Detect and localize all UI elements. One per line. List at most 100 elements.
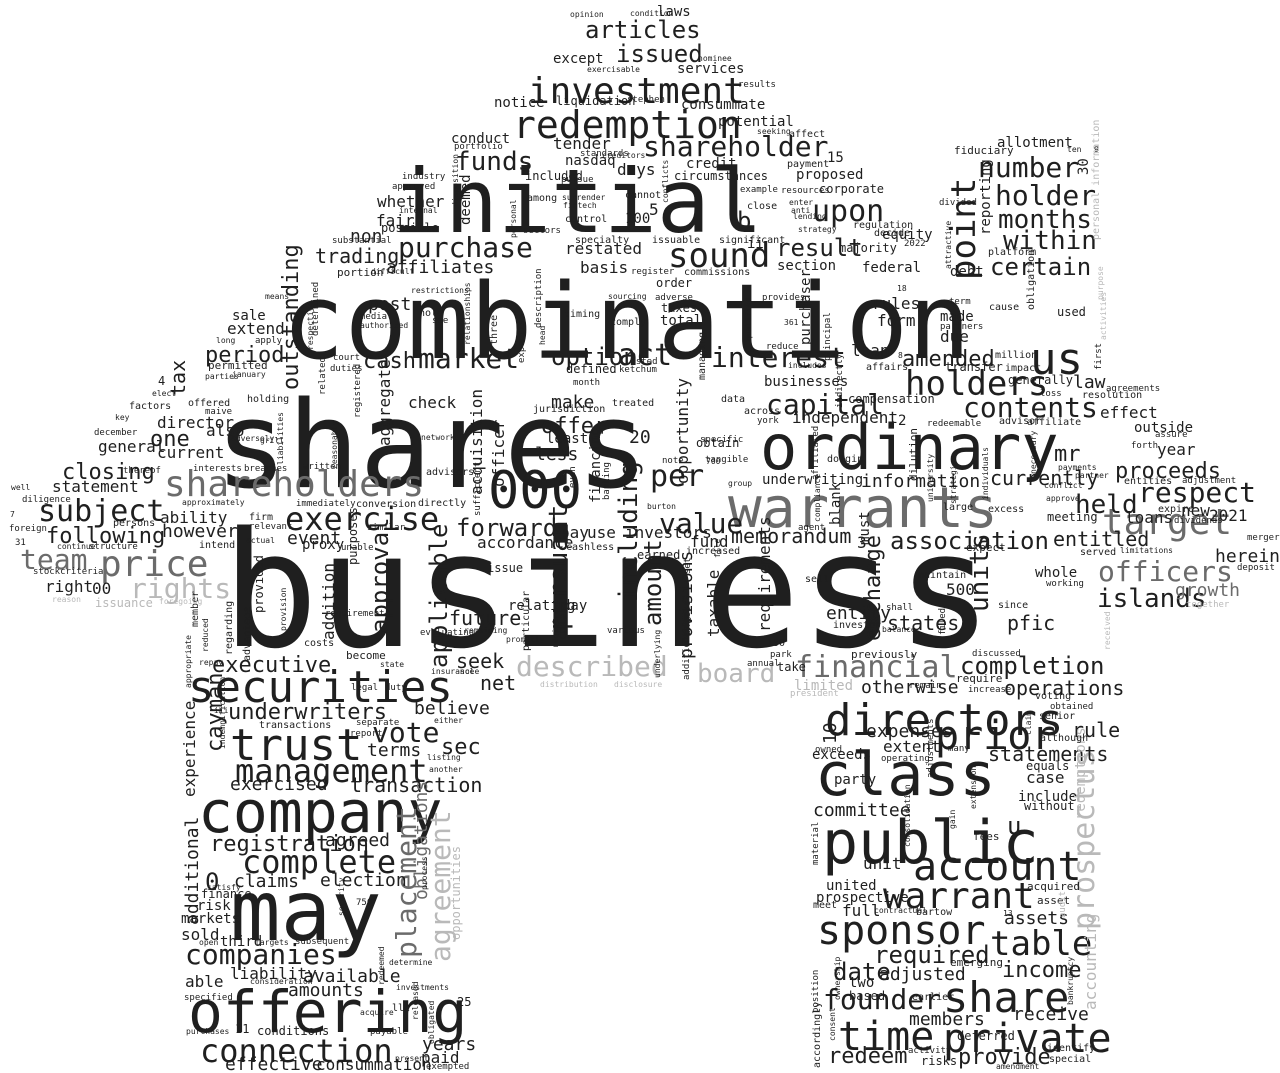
word-year: year xyxy=(1157,440,1196,459)
word-determined: determined xyxy=(311,282,321,336)
word-accordingly: accordingly xyxy=(812,1002,823,1068)
word-majority: majority xyxy=(839,241,897,255)
word-also: also xyxy=(206,421,245,440)
word-resolution: resolution xyxy=(1082,390,1142,401)
word-surrender: surrender xyxy=(562,193,606,202)
word-stephen: stephen xyxy=(627,95,665,105)
word-set: set xyxy=(683,558,693,574)
word-taxes: taxes xyxy=(661,301,697,315)
word-exempted: exempted xyxy=(426,1062,469,1072)
word-8: 8 xyxy=(898,351,903,360)
word-personal-information: personal information xyxy=(1091,120,1102,240)
word-released: released xyxy=(411,981,420,1020)
word-impact: impact xyxy=(1005,363,1041,374)
word-december: december xyxy=(94,428,138,438)
word-opportunity: opportunity xyxy=(673,378,692,484)
word-similar: similar xyxy=(367,523,406,533)
word-contents: contents xyxy=(963,391,1098,424)
word-months: months xyxy=(998,205,1092,235)
word-exceeds: exceeds xyxy=(812,747,871,763)
word-100: 100 xyxy=(625,211,650,227)
word-cannot: cannot xyxy=(625,190,661,201)
word-across: across xyxy=(744,406,780,417)
word-board: board xyxy=(697,659,775,689)
word-2021: 2021 xyxy=(1209,506,1248,525)
word-subsequent: subsequent xyxy=(295,937,349,947)
word-advisor: advisor xyxy=(999,416,1041,427)
word-purchases: purchases xyxy=(186,1027,230,1036)
word-enter: enter xyxy=(789,198,813,207)
word-however: however xyxy=(162,521,238,542)
word-requirement: requirement xyxy=(325,609,385,619)
word-well: well xyxy=(11,483,30,492)
word-consummation: consummation xyxy=(316,1055,432,1073)
word-obligated: obligated xyxy=(427,1000,436,1044)
word-agreement: agreement xyxy=(424,810,457,962)
word-ownership: ownership xyxy=(833,956,842,1000)
word-made: made xyxy=(940,309,974,325)
word-process: process xyxy=(420,856,429,890)
word-amendment: amendment xyxy=(996,1062,1040,1071)
word-costs: costs xyxy=(304,638,334,649)
word-right: right xyxy=(45,577,93,596)
word-investors: investors xyxy=(625,523,712,542)
word-entity: entity xyxy=(826,603,891,624)
word-point: point xyxy=(944,178,984,280)
word-transaction: transaction xyxy=(350,773,482,797)
word-affiliates: affiliates xyxy=(386,257,494,278)
word-distribution: distribution xyxy=(540,680,598,689)
word-holding: holding xyxy=(247,394,289,405)
word-conflict: conflict xyxy=(1044,481,1083,490)
word-offering: offering xyxy=(188,978,467,1046)
word-exchange: exchange xyxy=(861,535,886,641)
word-extension: extension xyxy=(969,765,978,809)
word-provides: provides xyxy=(762,293,805,303)
word-listed: listed xyxy=(625,357,658,367)
word-obligation: obligation xyxy=(1026,250,1037,310)
word-sold: sold xyxy=(181,925,220,944)
word-shareholder: shareholder xyxy=(643,130,828,163)
word-date: date xyxy=(833,958,891,986)
word-credit: credit xyxy=(686,156,737,172)
word-bartow: bartow xyxy=(916,907,953,918)
word-forward: forward xyxy=(456,514,557,542)
word-number: number xyxy=(978,151,1079,184)
word-purchaser: purchaser xyxy=(798,269,814,345)
word-media: media xyxy=(360,312,387,322)
word-price: price xyxy=(100,544,208,585)
word-4: 4 xyxy=(158,374,165,388)
word-laws: laws xyxy=(657,4,691,20)
word-activities: activities xyxy=(1099,292,1108,340)
word-respective: respective xyxy=(306,302,315,350)
word-since: since xyxy=(998,600,1028,611)
word-position: position xyxy=(811,970,821,1013)
word-listing: listing xyxy=(427,753,461,762)
word-section: section xyxy=(777,258,836,274)
word-vote: vote xyxy=(372,716,439,749)
word-payment: payment xyxy=(787,159,829,170)
word-head: head xyxy=(538,326,547,345)
word-nasdaq: nasdaq xyxy=(565,153,616,169)
word-sec: sec xyxy=(441,735,481,760)
word-current: current xyxy=(157,443,224,462)
word-satisfy: satisfy xyxy=(207,883,241,892)
word-amounts: amounts xyxy=(288,980,364,1001)
word-islands: islands xyxy=(1097,584,1207,614)
word-addition: addition xyxy=(319,563,338,640)
word-states: states xyxy=(887,611,959,635)
word-term: term xyxy=(949,297,971,307)
word-reduce: reduce xyxy=(766,342,799,352)
word-among: among xyxy=(527,193,557,204)
word-consent: consent xyxy=(828,1007,837,1041)
word-tangible: tangible xyxy=(705,455,748,465)
word-herein: herein xyxy=(1215,546,1280,567)
word-park: park xyxy=(770,650,792,660)
word-financial: financial xyxy=(795,650,958,685)
word-seek: seek xyxy=(456,649,504,673)
word-large: large xyxy=(943,502,973,513)
word-whole: whole xyxy=(1035,565,1077,581)
word-check: check xyxy=(408,393,457,412)
word-security: security xyxy=(337,877,346,916)
word-full: full xyxy=(842,901,881,920)
